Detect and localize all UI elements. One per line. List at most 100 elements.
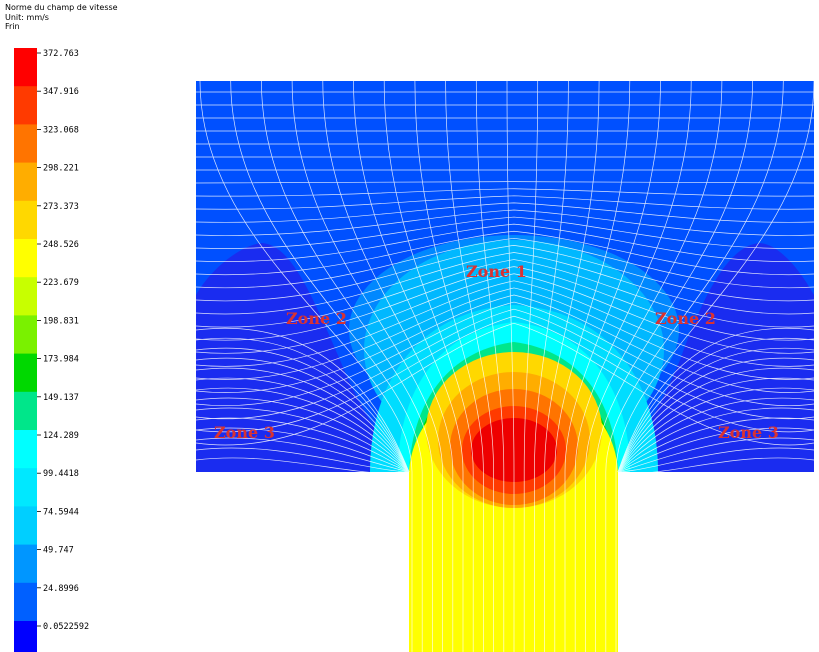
- legend-tick-label: 198.831: [43, 316, 79, 326]
- legend-band: [14, 468, 37, 507]
- legend-tick-label: 248.526: [43, 240, 79, 250]
- streamline: [605, 81, 784, 652]
- streamline: [585, 81, 723, 652]
- zone-2-left-label: Zone 2: [286, 309, 347, 328]
- contour-line: [196, 280, 814, 367]
- contour-line: [196, 347, 410, 473]
- legend-band: [14, 544, 37, 584]
- contour-line: [196, 216, 814, 249]
- zone-3-left-label: Zone 3: [214, 423, 275, 442]
- contour-line: [617, 337, 814, 473]
- streamline: [564, 81, 661, 652]
- legend-tick-label: 49.747: [43, 546, 74, 556]
- contour-line: [617, 397, 814, 473]
- streamline: [615, 81, 814, 652]
- legend-band: [14, 277, 37, 316]
- legend-band: [14, 315, 37, 355]
- legend-band: [14, 162, 37, 202]
- streamline: [574, 81, 692, 652]
- contour-line: [196, 427, 410, 473]
- contour-line: [617, 387, 814, 473]
- contour-line: [196, 417, 410, 473]
- contour-line: [196, 357, 410, 473]
- legend-tick-label: 74.5944: [43, 507, 79, 517]
- legend-band: [14, 582, 37, 622]
- contour-line: [196, 202, 814, 223]
- streamline: [595, 81, 753, 652]
- contour-line: [617, 437, 814, 473]
- contour-line: [617, 357, 814, 473]
- contour-line: [617, 427, 814, 473]
- contour-line: [196, 195, 814, 210]
- streamline: [554, 81, 631, 652]
- streamline: [261, 81, 433, 652]
- color-legend: 372.763 347.916 323.068 298.221 273.373 248.5…: [14, 48, 89, 652]
- streamline: [230, 81, 423, 652]
- legend-band: [14, 124, 37, 164]
- legend-band: [14, 200, 37, 240]
- contour-line: [196, 223, 814, 262]
- contour-line: [196, 252, 814, 315]
- legend-tick-label: 298.221: [43, 164, 79, 174]
- contour-line: [196, 327, 410, 473]
- zone-1-label: Zone 1: [466, 262, 527, 281]
- contour-line: [196, 266, 814, 341]
- contour-line: [196, 259, 814, 328]
- legend-band: [14, 86, 37, 125]
- contour-line: [196, 181, 814, 184]
- contour-line: [196, 337, 410, 473]
- contour-line: [617, 407, 814, 473]
- legend-tick-label: 223.679: [43, 278, 79, 288]
- contour-line: [196, 397, 410, 473]
- contour-line: [196, 447, 410, 473]
- legend-unit: Unit: mm/s: [5, 12, 49, 22]
- streamline: [353, 81, 464, 652]
- contour-line: [196, 367, 410, 473]
- streamline: [383, 81, 474, 652]
- legend-ticks: 372.763 347.916 323.068 298.221 273.373 248.5…: [37, 49, 89, 632]
- legend-tick-label: 173.984: [43, 355, 79, 365]
- contour-line: [196, 387, 410, 473]
- streamline: [291, 81, 443, 652]
- streamline: [322, 81, 454, 652]
- legend-tick-label: 273.373: [43, 202, 79, 212]
- streamline: [534, 81, 569, 652]
- streamline: [445, 81, 494, 652]
- streamline: [506, 81, 515, 652]
- field-domain: [196, 81, 814, 652]
- contour-line: [196, 315, 814, 433]
- contour-line: [196, 407, 410, 473]
- contour-line: [617, 377, 814, 473]
- legend-tick-label: 149.137: [43, 393, 79, 403]
- contour-line: [617, 327, 814, 473]
- legend-tick-label: 99.4418: [43, 469, 79, 479]
- legend-color-bands: [14, 48, 37, 652]
- legend-tick-label: 124.289: [43, 431, 79, 441]
- legend-band: [14, 239, 37, 278]
- contour-line: [617, 367, 814, 473]
- streamline: [523, 81, 539, 652]
- legend-tick-label: 24.8996: [43, 584, 79, 594]
- contour-line: [196, 209, 814, 236]
- streamline: [414, 81, 484, 652]
- contour-line: [196, 188, 814, 197]
- zone-3-right-label: Zone 3: [718, 423, 779, 442]
- contour-line: [196, 230, 814, 276]
- legend-band: [14, 506, 37, 546]
- legend-header: Norme du champ de vitesse Unit: mm/s Fri…: [5, 3, 118, 32]
- legend-band: [14, 391, 37, 431]
- legend-subtitle: Frin: [5, 22, 20, 31]
- contour-line: [617, 417, 814, 473]
- contour-lines: [196, 81, 814, 652]
- contour-line: [196, 377, 410, 473]
- zone-2-right-label: Zone 2: [655, 309, 716, 328]
- legend-title: Norme du champ de vitesse: [5, 3, 118, 12]
- legend-tick-label: 372.763: [43, 49, 79, 59]
- contour-line: [617, 447, 814, 473]
- contour-line: [196, 245, 814, 302]
- streamline: [199, 81, 413, 652]
- legend-band: [14, 430, 37, 469]
- legend-band: [14, 353, 37, 393]
- legend-band: [14, 48, 37, 87]
- legend-band: [14, 621, 37, 652]
